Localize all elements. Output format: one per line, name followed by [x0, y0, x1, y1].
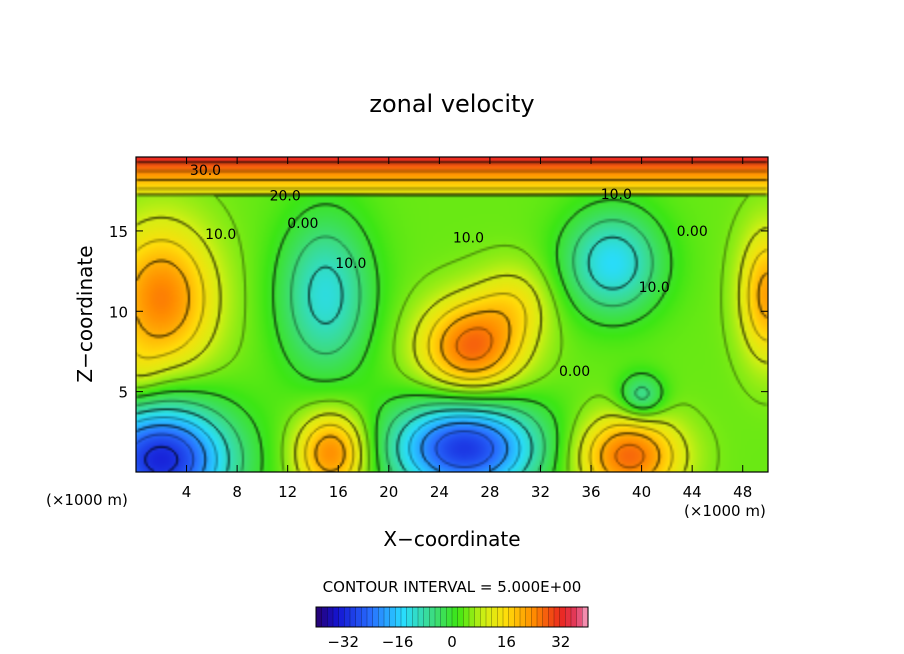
- y-axis-label: Z−coordinate: [73, 245, 97, 382]
- colorbar-tick-label: 32: [551, 633, 570, 651]
- colorbar-cell: [525, 606, 532, 628]
- colorbar-tick-label: 0: [447, 633, 457, 651]
- colorbar-cell: [429, 606, 436, 628]
- colorbar-cell: [434, 606, 442, 628]
- x-tick-label: 44: [683, 483, 702, 501]
- colorbar-cell: [406, 606, 413, 628]
- contour-label: 0.00: [677, 224, 708, 240]
- colorbar-tick-labels: −32 −16 0 16 32: [327, 633, 570, 651]
- colorbar-cell: [519, 606, 527, 628]
- colorbar-tick-label: 16: [497, 633, 516, 651]
- colorbar-cell: [315, 606, 323, 628]
- colorbar-cell: [349, 606, 357, 628]
- colorbar-cell: [355, 606, 362, 628]
- contour-label: 10.0: [453, 230, 484, 246]
- x-tick-label: 32: [531, 483, 550, 501]
- colorbar-cell: [542, 606, 549, 628]
- colorbar-cell: [372, 606, 379, 628]
- colorbar-cell: [457, 606, 464, 628]
- colorbar-cell: [536, 606, 544, 628]
- colorbar-cell: [440, 606, 447, 628]
- colorbar-cell: [332, 606, 340, 628]
- colorbar-cell: [338, 606, 345, 628]
- colorbar-tick-label: −16: [382, 633, 414, 651]
- y-axis-ticks: 5 10 15: [109, 223, 768, 402]
- colorbar-cell: [383, 606, 391, 628]
- x-tick-label: 40: [632, 483, 651, 501]
- colorbar-cell: [485, 606, 493, 628]
- colorbar-cell: [570, 606, 578, 628]
- contour-label: 10.0: [639, 280, 670, 296]
- x-tick-label: 4: [182, 483, 192, 501]
- x-tick-label: 20: [379, 483, 398, 501]
- colorbar-cell: [531, 606, 538, 628]
- x-axis-label: X−coordinate: [383, 527, 520, 551]
- colorbar-cell: [497, 606, 504, 628]
- colorbar-cell: [366, 606, 374, 628]
- y-tick-label: 5: [118, 384, 128, 402]
- contour-label: 10.0: [601, 187, 632, 203]
- colorbar-cell: [514, 606, 521, 628]
- contour-interval-note: CONTOUR INTERVAL = 5.000E+00: [323, 578, 582, 596]
- colorbar-cell: [565, 606, 572, 628]
- colorbar-cell: [327, 606, 334, 628]
- contour-label: 10.0: [335, 256, 366, 272]
- x-tick-label: 48: [733, 483, 752, 501]
- y-tick-label: 15: [109, 223, 128, 241]
- colorbar-cell: [491, 606, 498, 628]
- colorbar-cell: [321, 606, 328, 628]
- colorbar-cell: [412, 606, 419, 628]
- x-tick-label: 24: [430, 483, 449, 501]
- x-tick-label: 8: [232, 483, 242, 501]
- x-tick-label: 12: [278, 483, 297, 501]
- colorbar-cell: [423, 606, 430, 628]
- colorbar-cell: [451, 606, 459, 628]
- chart-title: zonal velocity: [369, 90, 534, 118]
- x-tick-label: 28: [480, 483, 499, 501]
- colorbar-cell: [502, 606, 510, 628]
- colorbar-cell: [344, 606, 351, 628]
- colorbar-frame: [315, 606, 589, 628]
- contour-label: 0.00: [287, 216, 318, 232]
- contour-label-layer: 30.0 20.0 10.0 10.0 0.00 10.0 10.0 0.00 10.0 0.00: [190, 163, 708, 380]
- x-tick-label: 16: [329, 483, 348, 501]
- colorbar-tick-label: −32: [327, 633, 359, 651]
- colorbar-cell: [576, 606, 583, 628]
- colorbar-cell: [468, 606, 476, 628]
- colorbar-cell: [378, 606, 385, 628]
- colorbar-cell: [395, 606, 402, 628]
- colorbar-cell: [480, 606, 487, 628]
- colorbar-cell: [463, 606, 470, 628]
- contour-label: 20.0: [270, 189, 301, 205]
- colorbar-cell: [548, 606, 555, 628]
- colorbar: −32 −16 0 16 32: [315, 606, 589, 651]
- x-axis-ticks: 4 8 12 16 20 24 28 32 36 40 44 48: [182, 157, 752, 501]
- colorbar-cell: [389, 606, 396, 628]
- contour-label: 30.0: [190, 163, 221, 179]
- contour-label: 10.0: [205, 227, 236, 243]
- plot-area: 30.0 20.0 10.0 10.0 0.00 10.0 10.0 0.00 10.0 0.00: [135, 156, 769, 473]
- colorbar-cell: [400, 606, 408, 628]
- x-unit-left: (×1000 m): [46, 491, 128, 509]
- colorbar-cell: [446, 606, 453, 628]
- x-tick-label: 36: [581, 483, 600, 501]
- plot-frame: [135, 156, 769, 473]
- colorbar-cell: [361, 606, 368, 628]
- velocity-heatmap: [136, 157, 768, 472]
- colorbar-cell: [474, 606, 481, 628]
- colorbar-cell: [559, 606, 566, 628]
- colorbar-cell: [582, 606, 589, 628]
- colorbar-cell: [508, 606, 515, 628]
- contour-label: 0.00: [559, 364, 590, 380]
- x-unit-right: (×1000 m): [684, 502, 766, 520]
- y-tick-label: 10: [109, 303, 128, 321]
- colorbar-cell: [417, 606, 425, 628]
- colorbar-cell: [553, 606, 561, 628]
- colorbar-cells: [315, 606, 589, 628]
